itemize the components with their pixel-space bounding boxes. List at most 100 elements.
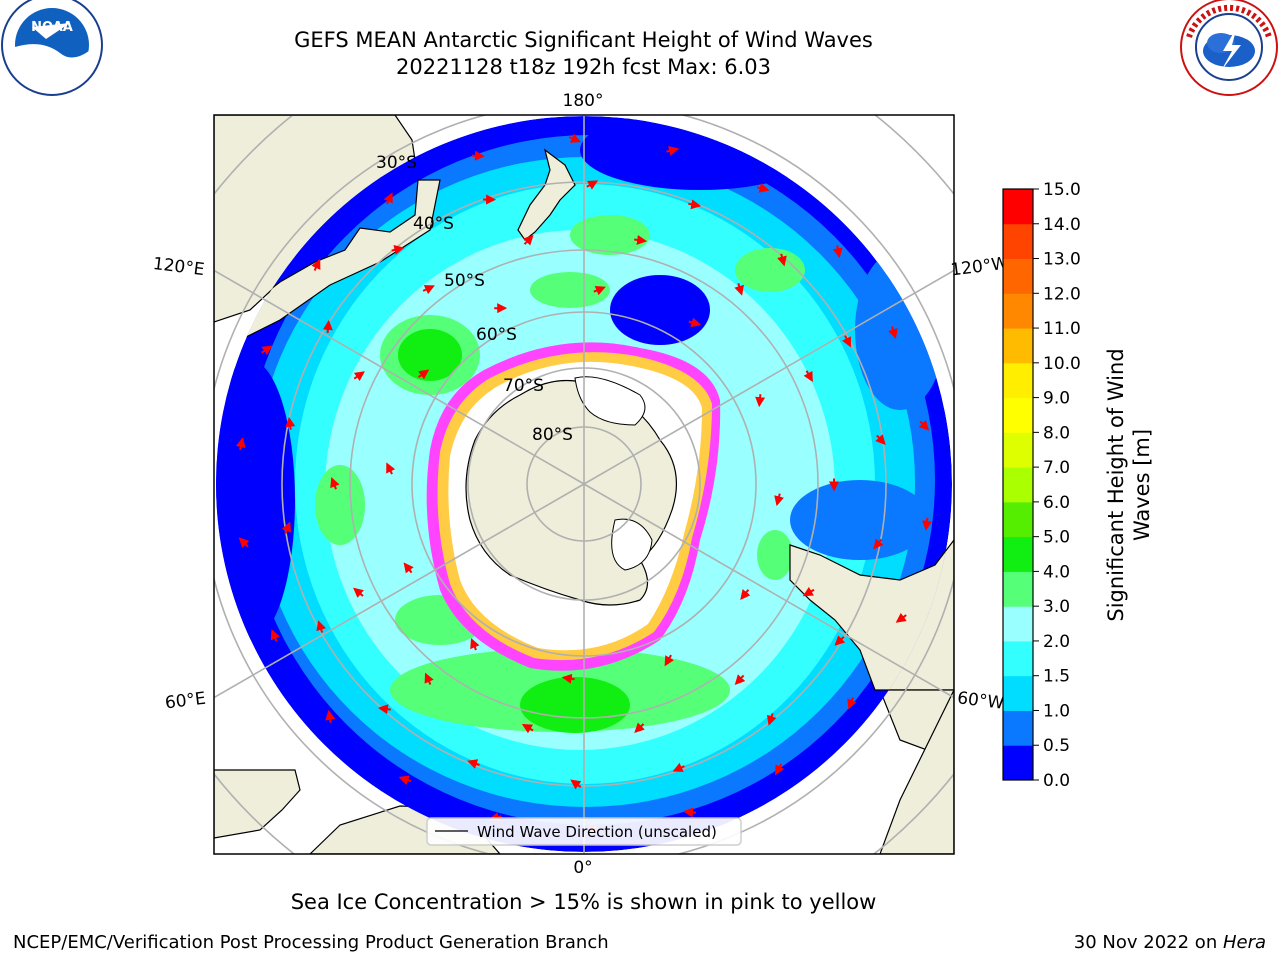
wave-direction-arrow xyxy=(418,369,430,380)
wave-direction-arrow xyxy=(521,723,534,734)
colorbar-tick-label: 7.0 xyxy=(1043,458,1070,478)
lon-label-120w: 120°W xyxy=(950,254,1010,281)
wave-direction-arrow xyxy=(918,419,930,431)
colorbar-segment xyxy=(1003,710,1033,746)
footer-branch: NCEP/EMC/Verification Post Processing Pr… xyxy=(13,932,609,953)
colorbar-segment xyxy=(1003,606,1033,642)
legend-label: Wind Wave Direction (unscaled) xyxy=(477,823,717,841)
colorbar xyxy=(1003,189,1033,781)
colorbar-tick-label: 2.0 xyxy=(1043,632,1070,652)
colorbar-tick-label: 15.0 xyxy=(1043,180,1081,200)
wave-direction-arrow xyxy=(403,562,414,574)
lat-label-70s: 70°S xyxy=(503,376,544,396)
wave-direction-arrows xyxy=(235,133,933,835)
chart-subtitle: 20221128 t18z 192h fcst Max: 6.03 xyxy=(396,55,771,79)
wave-direction-arrow xyxy=(740,589,751,600)
footer-date: 30 Nov 2022 on Hera xyxy=(1074,932,1266,953)
wave-direction-arrow xyxy=(330,477,340,490)
wave-direction-arrow xyxy=(688,317,702,328)
colorbar-tick-label: 5.0 xyxy=(1043,528,1070,548)
colorbar-label-line2: Waves [m] xyxy=(1130,429,1154,541)
colorbar-tick-label: 6.0 xyxy=(1043,493,1070,513)
wave-direction-arrow xyxy=(316,620,326,633)
lat-label-60s: 60°S xyxy=(476,325,517,345)
colorbar-tick-label: 1.5 xyxy=(1043,667,1070,687)
wave-direction-arrow xyxy=(568,133,582,143)
colorbar-segment xyxy=(1003,501,1033,538)
colorbar-tick-label: 3.0 xyxy=(1043,597,1070,617)
wave-direction-arrow xyxy=(570,779,582,790)
wave-direction-arrow xyxy=(755,394,766,408)
wave-direction-arrow xyxy=(311,258,321,271)
colorbar-tick-label: 12.0 xyxy=(1043,284,1081,304)
colorbar-tick-label: 0.0 xyxy=(1043,771,1070,791)
colorbar-segment xyxy=(1003,258,1033,294)
chart-title: GEFS MEAN Antarctic Significant Height o… xyxy=(294,28,873,52)
wave-direction-arrow xyxy=(683,807,697,818)
graticule xyxy=(214,115,954,854)
wave-direction-arrow xyxy=(353,371,365,382)
lon-label-180: 180° xyxy=(563,91,604,111)
colorbar-tick-label: 11.0 xyxy=(1043,319,1081,339)
wave-direction-arrow xyxy=(593,285,606,296)
wave-direction-arrow xyxy=(664,654,674,667)
colorbar-segment xyxy=(1003,571,1033,607)
wave-direction-arrow xyxy=(802,586,815,597)
lat-label-80s: 80°S xyxy=(532,425,573,445)
wave-direction-arrow xyxy=(774,493,784,507)
colorbar-segment xyxy=(1003,536,1033,572)
lat-label-40s: 40°S xyxy=(413,214,454,234)
wave-direction-arrow xyxy=(261,345,273,356)
wave-direction-arrow xyxy=(270,629,280,642)
wave-direction-arrow xyxy=(322,320,333,333)
colorbar-segment xyxy=(1003,328,1033,364)
colorbar-tick-label: 14.0 xyxy=(1043,215,1081,235)
wave-direction-arrow xyxy=(238,537,250,549)
wave-direction-arrow xyxy=(325,709,336,723)
wave-direction-arrow xyxy=(235,437,246,451)
colorbar-segment xyxy=(1003,362,1033,399)
wave-direction-arrow xyxy=(666,146,680,156)
noaa-logo-text: NOAA xyxy=(31,20,73,35)
wave-direction-arrow xyxy=(688,199,702,210)
wave-direction-arrow xyxy=(586,180,599,190)
wave-direction-arrow xyxy=(777,253,787,267)
colorbar-segment xyxy=(1003,189,1033,225)
wave-direction-arrow xyxy=(424,672,434,685)
wave-direction-arrow xyxy=(734,674,746,685)
footer-date-text: 30 Nov 2022 on xyxy=(1073,932,1223,953)
wave-direction-arrow xyxy=(422,285,435,295)
colorbar-segment xyxy=(1003,640,1033,677)
colorbar-segment xyxy=(1003,397,1033,433)
colorbar-segment xyxy=(1003,675,1033,711)
colorbar-segment xyxy=(1003,223,1033,260)
lon-label-120e: 120°E xyxy=(152,254,206,280)
wave-direction-arrow xyxy=(832,245,843,259)
wave-direction-arrow xyxy=(847,696,857,710)
wave-direction-arrow xyxy=(353,587,364,598)
wave-direction-arrow xyxy=(561,673,575,684)
lon-label-0: 0° xyxy=(573,858,592,878)
colorbar-tick-label: 8.0 xyxy=(1043,423,1070,443)
colorbar-ticks: 0.0 0.5 1.0 1.5 2.0 3.0 4.0 5.0 6.0 7.0 8.0 9.0 10.0… xyxy=(1033,180,1081,791)
wave-direction-arrow xyxy=(672,762,685,772)
wave-direction-arrow xyxy=(471,150,485,161)
wave-direction-arrow xyxy=(523,234,534,246)
wave-direction-arrow xyxy=(391,245,405,255)
colorbar-tick-label: 0.5 xyxy=(1043,736,1070,756)
colorbar-tick-label: 10.0 xyxy=(1043,354,1081,374)
wave-direction-arrow xyxy=(734,283,744,296)
wave-direction-arrow xyxy=(398,775,412,785)
wave-direction-arrow xyxy=(467,759,480,769)
wave-direction-arrow xyxy=(841,335,851,348)
wave-direction-arrow xyxy=(634,722,645,734)
colorbar-label-line1: Significant Height of Wind xyxy=(1104,348,1128,621)
wave-direction-arrow xyxy=(766,713,777,726)
lon-label-60w: 60°W xyxy=(956,688,1005,714)
wave-direction-arrow xyxy=(895,612,907,623)
sea-ice-note: Sea Ice Concentration > 15% is shown in … xyxy=(290,890,877,914)
colorbar-segment xyxy=(1003,432,1033,468)
lat-label-30s: 30°S xyxy=(376,153,417,173)
noaa-logo-icon: NOAA xyxy=(1,0,103,96)
colorbar-segment xyxy=(1003,467,1033,503)
